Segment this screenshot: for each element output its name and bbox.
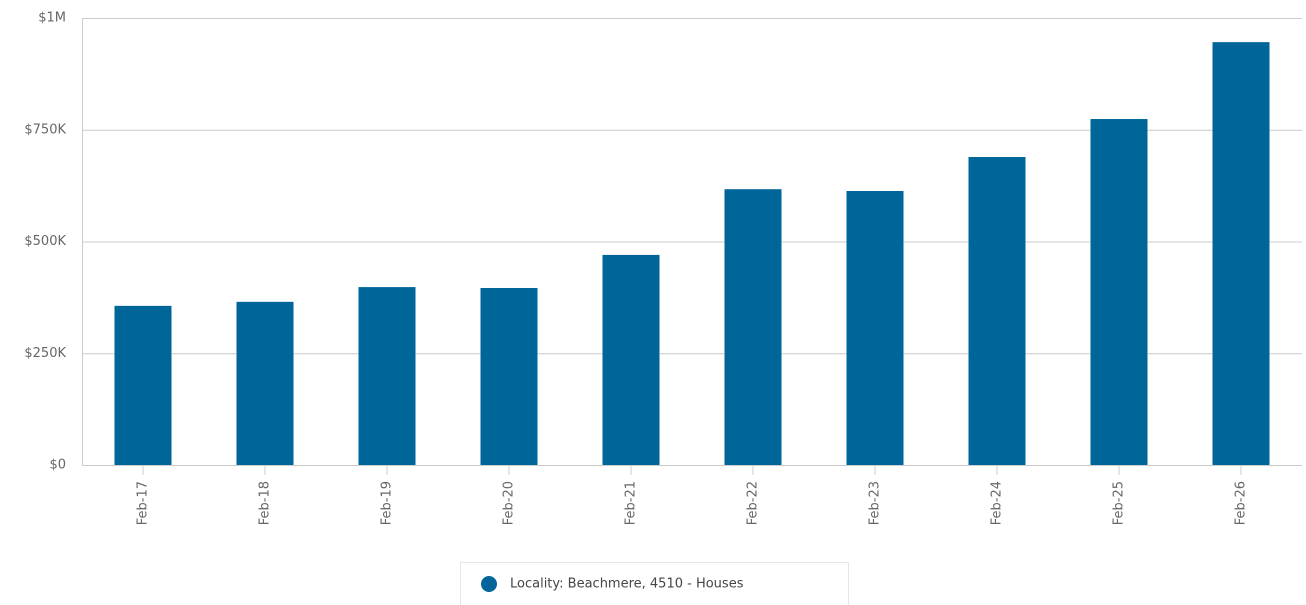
bar bbox=[114, 305, 172, 465]
legend-box bbox=[460, 562, 849, 605]
bar bbox=[1212, 42, 1270, 465]
x-tick-label: Feb-21 bbox=[624, 481, 639, 525]
x-tick-label: Feb-25 bbox=[1112, 481, 1127, 525]
y-tick-label: $500K bbox=[24, 234, 66, 249]
bar bbox=[1090, 119, 1148, 465]
y-tick-label: $0 bbox=[49, 458, 66, 473]
bar bbox=[602, 254, 660, 465]
x-tick-label: Feb-19 bbox=[380, 481, 395, 525]
legend-label: Locality: Beachmere, 4510 - Houses bbox=[510, 577, 744, 592]
bar bbox=[968, 157, 1026, 465]
y-tick-label: $750K bbox=[24, 122, 66, 137]
bar bbox=[480, 287, 538, 465]
legend-marker bbox=[481, 576, 497, 592]
y-tick-label: $250K bbox=[24, 346, 66, 361]
bar bbox=[846, 190, 904, 465]
x-tick-label: Feb-23 bbox=[868, 481, 883, 525]
x-tick-label: Feb-17 bbox=[136, 481, 151, 525]
bar bbox=[724, 189, 782, 466]
x-tick-label: Feb-22 bbox=[746, 481, 761, 525]
x-tick-label: Feb-24 bbox=[990, 481, 1005, 525]
y-tick-label: $1M bbox=[38, 11, 66, 26]
x-tick-label: Feb-20 bbox=[502, 481, 517, 525]
x-tick-label: Feb-26 bbox=[1234, 481, 1249, 525]
x-tick-label: Feb-18 bbox=[258, 481, 273, 525]
bar bbox=[236, 301, 294, 465]
bar bbox=[358, 287, 416, 465]
